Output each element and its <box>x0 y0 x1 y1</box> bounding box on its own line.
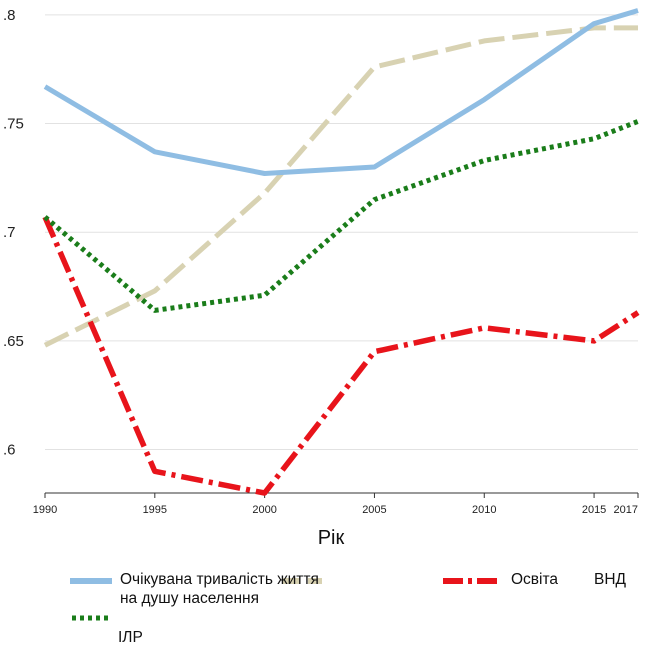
x-tick-label: 2005 <box>362 504 386 516</box>
series-lines <box>42 8 640 496</box>
x-tick-label: 2017 <box>614 504 638 516</box>
series-line-0 <box>43 8 639 176</box>
legend-text-gni: на душу населення <box>120 590 259 607</box>
x-axis-label: Рік <box>318 527 345 549</box>
legend-label-education: Освіта <box>511 571 559 588</box>
series-line-1 <box>43 25 638 348</box>
x-tick-label: 2010 <box>472 504 496 516</box>
legend-label-life-expectancy: Очікувана тривалість життя на душу насел… <box>120 570 319 608</box>
y-tick-label: .6 <box>3 442 16 459</box>
x-tick-label: 2015 <box>582 504 606 516</box>
legend-label-vnd: ВНД <box>594 571 627 588</box>
y-tick-label: .8 <box>3 7 16 24</box>
legend-swatches <box>70 578 500 621</box>
legend-label-hdi: ІЛР <box>118 629 143 646</box>
x-axis: 1990 1995 2000 2005 2010 2015 2017 <box>33 492 639 516</box>
x-tick-label: 2000 <box>252 504 276 516</box>
y-tick-label: .65 <box>3 333 24 350</box>
series-line-2 <box>42 215 640 496</box>
grid-lines <box>45 14 638 451</box>
series-line-3 <box>43 119 639 313</box>
y-axis-ticks: .8 .75 .7 .65 .6 <box>3 7 24 459</box>
y-tick-label: .7 <box>3 224 16 241</box>
x-tick-label: 1990 <box>33 504 57 516</box>
legend-text-life: Очікувана тривалість життя <box>120 571 319 588</box>
y-tick-label: .75 <box>3 116 24 133</box>
x-tick-label: 1995 <box>143 504 167 516</box>
